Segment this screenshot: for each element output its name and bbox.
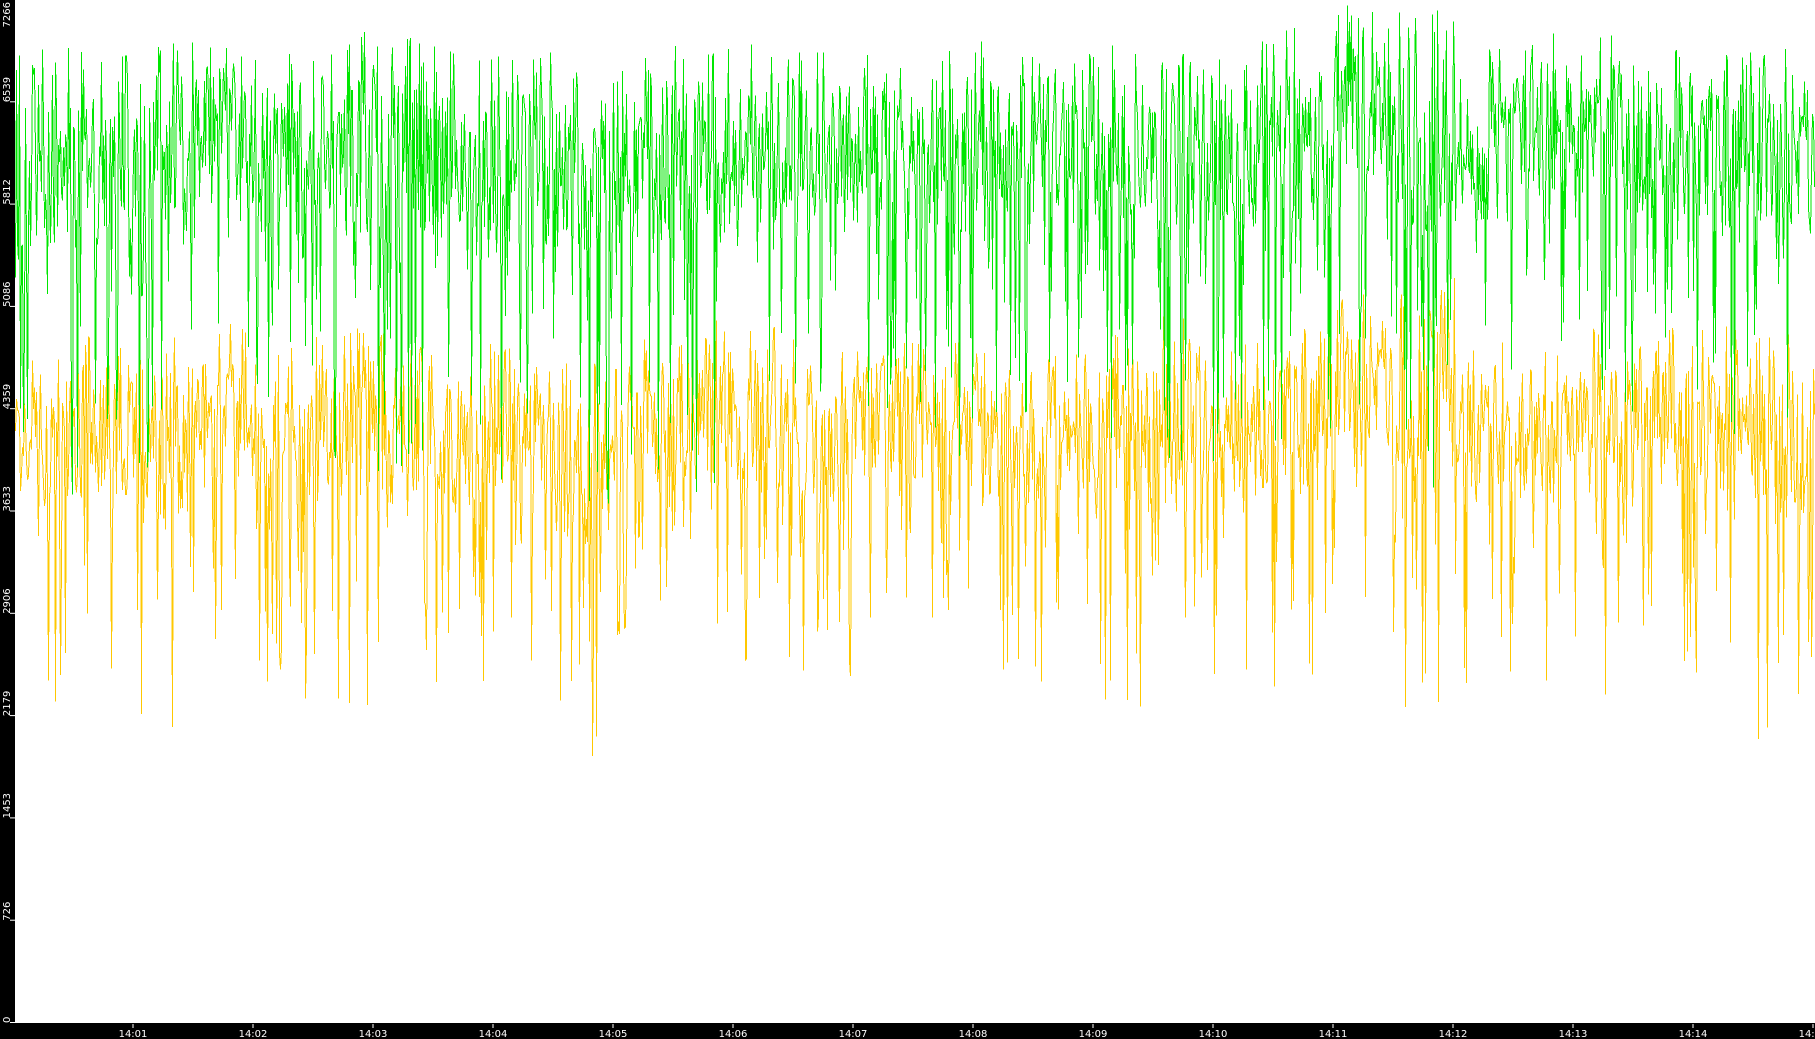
x-tick-label: 14:08 — [959, 1029, 988, 1039]
x-tick-label: 14:04 — [479, 1029, 508, 1039]
y-tick-label: 5086 — [2, 281, 13, 306]
y-tick-label: 2906 — [2, 588, 13, 613]
x-tick-label: 14:11 — [1319, 1029, 1348, 1039]
x-tick-label: 14:07 — [839, 1029, 868, 1039]
x-tick-label: 14:09 — [1079, 1029, 1108, 1039]
series-line-1 — [15, 5, 1815, 504]
x-tick-label: 14:06 — [719, 1029, 748, 1039]
series-line-0 — [15, 277, 1815, 757]
y-axis: 0 726 1453 2179 2906 3633 4359 5086 5812 6539 7266 — [0, 0, 15, 1039]
x-tick-label: 14:03 — [359, 1029, 388, 1039]
x-axis-band — [0, 1023, 1815, 1039]
x-tick-label: 14:02 — [239, 1029, 268, 1039]
y-tick-label: 7266 — [2, 2, 13, 27]
y-tick-label: 5812 — [2, 179, 13, 204]
y-tick-label: 726 — [2, 902, 13, 921]
y-tick-label: 2179 — [2, 691, 13, 716]
y-tick-label: 4359 — [2, 384, 13, 409]
x-tick-label: 14:12 — [1439, 1029, 1468, 1039]
x-tick-label: 14:13 — [1559, 1029, 1588, 1039]
x-axis: 14:01 14:02 14:03 14:04 14:05 14:06 14:07 14:08… — [0, 1023, 1815, 1039]
y-tick-label: 1453 — [2, 793, 13, 818]
x-tick-label: 14:10 — [1199, 1029, 1228, 1039]
series-layer — [15, 5, 1815, 757]
x-tick-label: 14:05 — [599, 1029, 628, 1039]
x-tick-label: 14:15 — [1799, 1029, 1815, 1039]
y-tick-label: 0 — [2, 1017, 13, 1023]
x-tick-label: 14:01 — [119, 1029, 148, 1039]
y-tick-label: 6539 — [2, 77, 13, 102]
plot-area — [15, 0, 1815, 1023]
y-tick-label: 3633 — [2, 486, 13, 511]
y-axis-band — [0, 0, 15, 1039]
x-tick-label: 14:14 — [1679, 1029, 1708, 1039]
